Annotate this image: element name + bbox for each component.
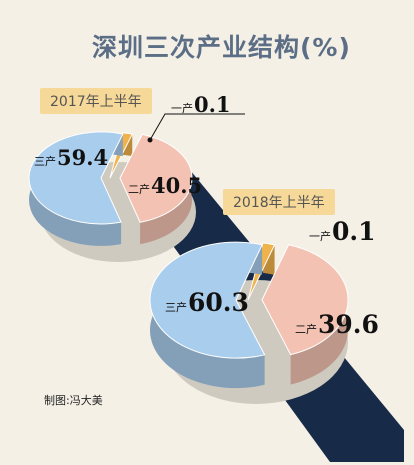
pie-2017-primary-name: 一产 xyxy=(171,102,193,115)
pie-2017-secondary-value: 40.5 xyxy=(151,173,203,198)
pie-2017-label-tertiary: 三产59.4 xyxy=(34,147,108,168)
pie-2017-label-primary: 一产0.1 xyxy=(171,94,231,115)
pie-2018-tertiary-name: 三产 xyxy=(165,301,187,314)
pie-2018-secondary-value: 39.6 xyxy=(318,310,379,339)
pie-2017-label-secondary: 二产40.5 xyxy=(128,175,202,196)
pie-2018-year-tag: 2018年上半年 xyxy=(223,189,335,215)
pie-2018-label-tertiary: 三产60.3 xyxy=(165,290,249,315)
pie-2017-tertiary-name: 三产 xyxy=(34,155,56,168)
pie-2017-year-tag: 2017年上半年 xyxy=(40,88,152,114)
chart-title: 深圳三次产业结构(%) xyxy=(92,33,351,62)
pie-2017-tertiary-value: 59.4 xyxy=(57,145,109,170)
pie-2017-secondary-slice xyxy=(119,133,193,223)
pie-2018-tertiary-value: 60.3 xyxy=(188,288,249,317)
pie-2018-primary-name: 一产 xyxy=(309,230,331,243)
pie-2017-secondary-name: 二产 xyxy=(128,183,150,196)
pie-2018-secondary-name: 二产 xyxy=(295,323,317,336)
pie-2017-primary-value: 0.1 xyxy=(194,92,231,117)
credit-line: 制图:冯大美 xyxy=(44,394,103,407)
pie-2018-tertiary-slice xyxy=(149,241,266,359)
pie-2018-label-primary: 一产0.1 xyxy=(309,219,376,244)
pie-2017-primary-leader-dot xyxy=(147,137,153,143)
pie-2018-label-secondary: 二产39.6 xyxy=(295,312,379,337)
pie-2017-tertiary-slice xyxy=(28,131,124,225)
pie-2017-primary-leader xyxy=(149,113,245,141)
pie-2018-primary-value: 0.1 xyxy=(332,217,376,246)
pie-2018-secondary-slice xyxy=(261,244,349,356)
